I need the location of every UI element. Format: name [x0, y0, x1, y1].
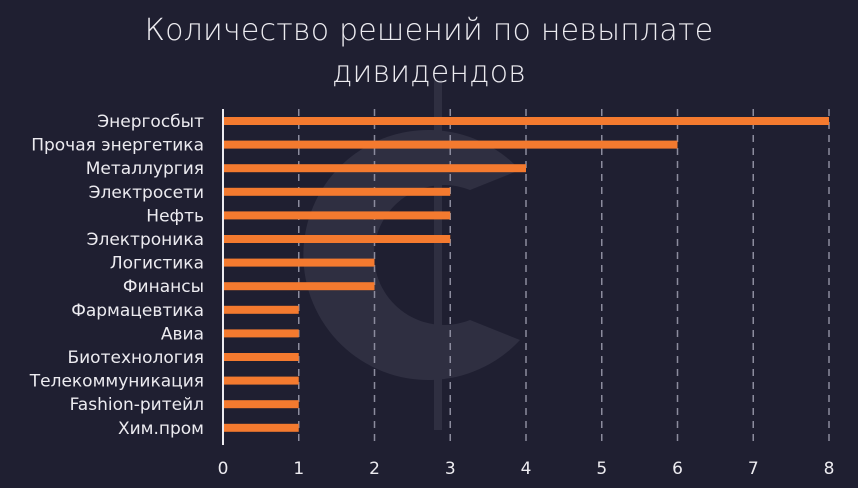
x-tick-label: 5 — [596, 459, 607, 479]
x-tick-label: 0 — [218, 459, 229, 479]
chart-title: Количество решений по невыплате дивиденд… — [0, 10, 858, 94]
chart-title-line-1: Количество решений по невыплате — [144, 13, 714, 48]
bar — [223, 305, 299, 314]
bar — [223, 140, 678, 149]
category-label: Логистика — [110, 254, 204, 274]
category-label: Хим.пром — [118, 419, 204, 439]
bar — [223, 282, 375, 291]
category-label: Нефть — [146, 206, 204, 226]
category-label: Электросети — [89, 183, 204, 203]
bar — [223, 329, 299, 338]
x-tick-label: 3 — [445, 459, 456, 479]
bar — [223, 117, 829, 125]
x-tick-label: 1 — [293, 459, 304, 479]
x-tick-label: 2 — [369, 459, 380, 479]
x-tick-label: 8 — [824, 459, 835, 479]
category-label: Энергосбыт — [97, 112, 204, 132]
bars — [223, 117, 829, 432]
bar — [223, 353, 299, 361]
x-tick-label: 4 — [521, 459, 532, 479]
bar — [223, 258, 375, 267]
category-label: Fashion-ритейл — [70, 395, 204, 415]
bar — [223, 164, 526, 173]
bar — [223, 211, 451, 220]
bar — [223, 400, 299, 409]
category-label: Электроника — [87, 230, 204, 250]
category-label: Биотехнология — [67, 348, 204, 368]
category-label: Телекоммуникация — [29, 372, 204, 392]
chart-title-line-2: дивидендов — [331, 55, 527, 90]
background-logo-watermark — [303, 80, 520, 430]
category-label: Фармацевтика — [71, 301, 204, 321]
category-label: Финансы — [123, 277, 204, 297]
bar — [223, 423, 299, 432]
x-tick-labels: 0 1 2 3 4 5 6 7 8 — [218, 459, 835, 479]
bar — [223, 235, 451, 243]
x-tick-label: 6 — [672, 459, 683, 479]
bar — [223, 187, 451, 196]
category-label: Авиа — [161, 324, 204, 344]
x-tick-label: 7 — [748, 459, 759, 479]
category-label: Прочая энергетика — [31, 136, 204, 156]
category-labels: Энергосбыт Прочая энергетика Металлургия Эл… — [29, 112, 204, 439]
category-label: Металлургия — [86, 159, 204, 179]
bar — [223, 376, 299, 385]
